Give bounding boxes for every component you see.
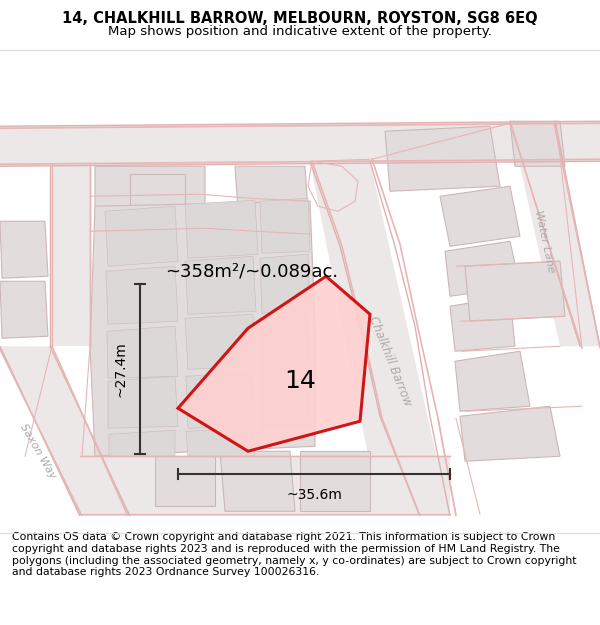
Polygon shape — [0, 281, 48, 338]
Polygon shape — [186, 428, 255, 456]
Text: Contains OS data © Crown copyright and database right 2021. This information is : Contains OS data © Crown copyright and d… — [12, 532, 577, 578]
Polygon shape — [80, 456, 450, 516]
Polygon shape — [445, 241, 520, 296]
Text: Water Lane: Water Lane — [533, 209, 557, 273]
Polygon shape — [185, 200, 258, 258]
Text: Saxon Way: Saxon Way — [18, 422, 58, 481]
Polygon shape — [440, 186, 520, 246]
Polygon shape — [0, 221, 48, 278]
Polygon shape — [109, 430, 175, 456]
Polygon shape — [95, 166, 205, 226]
Text: ~27.4m: ~27.4m — [114, 341, 128, 397]
Text: ~358m²/~0.089ac.: ~358m²/~0.089ac. — [165, 262, 338, 280]
Polygon shape — [260, 374, 310, 428]
Polygon shape — [460, 406, 560, 461]
Polygon shape — [370, 416, 450, 516]
Polygon shape — [107, 326, 178, 378]
Polygon shape — [510, 121, 600, 346]
Polygon shape — [260, 314, 310, 373]
Polygon shape — [108, 376, 178, 428]
Text: Map shows position and indicative extent of the property.: Map shows position and indicative extent… — [108, 24, 492, 38]
Polygon shape — [450, 296, 515, 351]
Polygon shape — [465, 261, 565, 321]
Polygon shape — [510, 121, 565, 166]
Polygon shape — [260, 198, 310, 253]
Polygon shape — [260, 254, 310, 313]
Polygon shape — [178, 276, 370, 451]
Polygon shape — [106, 266, 178, 324]
Text: Chalkhill Barrow: Chalkhill Barrow — [366, 314, 414, 408]
Polygon shape — [220, 451, 295, 511]
Polygon shape — [50, 166, 90, 346]
Polygon shape — [310, 161, 450, 516]
Polygon shape — [185, 256, 256, 314]
Polygon shape — [155, 456, 215, 506]
Polygon shape — [185, 314, 256, 369]
Polygon shape — [186, 372, 255, 428]
Polygon shape — [90, 201, 315, 456]
Text: 14, CHALKHILL BARROW, MELBOURN, ROYSTON, SG8 6EQ: 14, CHALKHILL BARROW, MELBOURN, ROYSTON,… — [62, 11, 538, 26]
Polygon shape — [130, 174, 185, 214]
Polygon shape — [455, 351, 530, 411]
Polygon shape — [235, 166, 310, 241]
Text: 14: 14 — [284, 369, 316, 393]
Polygon shape — [0, 121, 600, 166]
Text: ~35.6m: ~35.6m — [286, 488, 342, 502]
Polygon shape — [300, 451, 370, 511]
Polygon shape — [0, 346, 130, 516]
Polygon shape — [105, 206, 178, 266]
Polygon shape — [385, 126, 500, 191]
